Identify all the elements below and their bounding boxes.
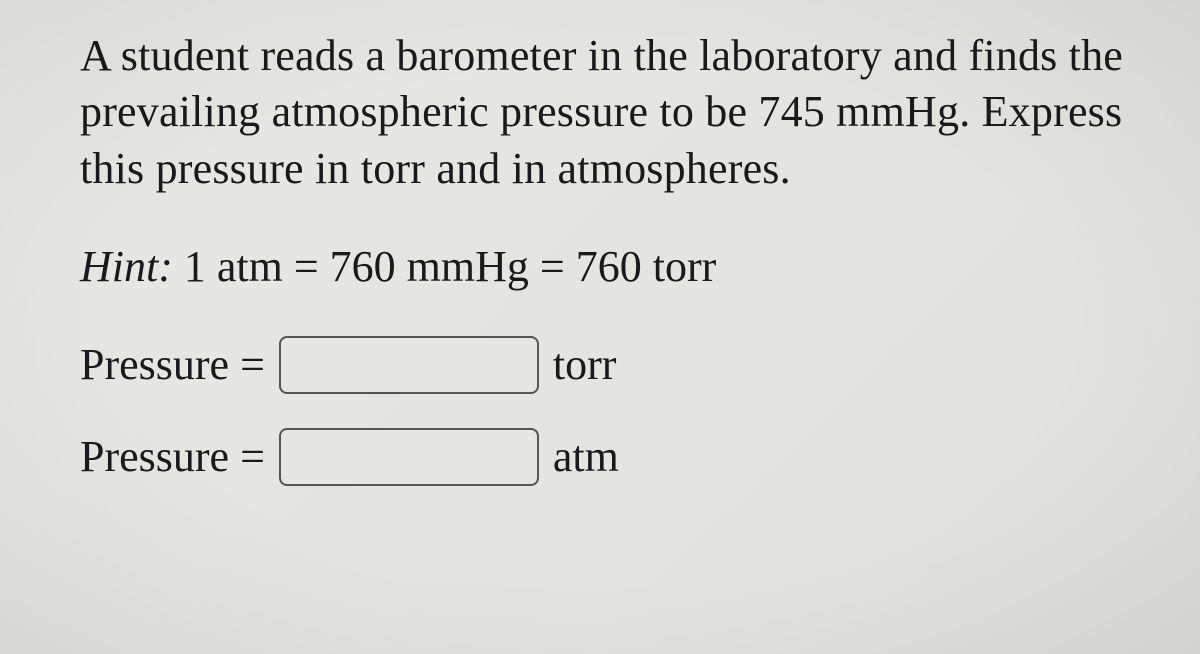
pressure-label: Pressure = [80, 431, 265, 482]
answer-row-atm: Pressure = atm [80, 428, 1130, 486]
pressure-atm-input[interactable] [279, 428, 539, 486]
hint-expression: 1 atm = 760 mmHg = 760 torr [173, 242, 716, 291]
hint-label: Hint: [80, 242, 173, 291]
hint-line: Hint: 1 atm = 760 mmHg = 760 torr [80, 241, 1130, 292]
unit-atm: atm [553, 431, 619, 482]
pressure-label: Pressure = [80, 339, 265, 390]
question-container: A student reads a barometer in the labor… [0, 0, 1200, 548]
pressure-torr-input[interactable] [279, 336, 539, 394]
question-text: A student reads a barometer in the labor… [80, 28, 1130, 197]
unit-torr: torr [553, 339, 617, 390]
answer-row-torr: Pressure = torr [80, 336, 1130, 394]
